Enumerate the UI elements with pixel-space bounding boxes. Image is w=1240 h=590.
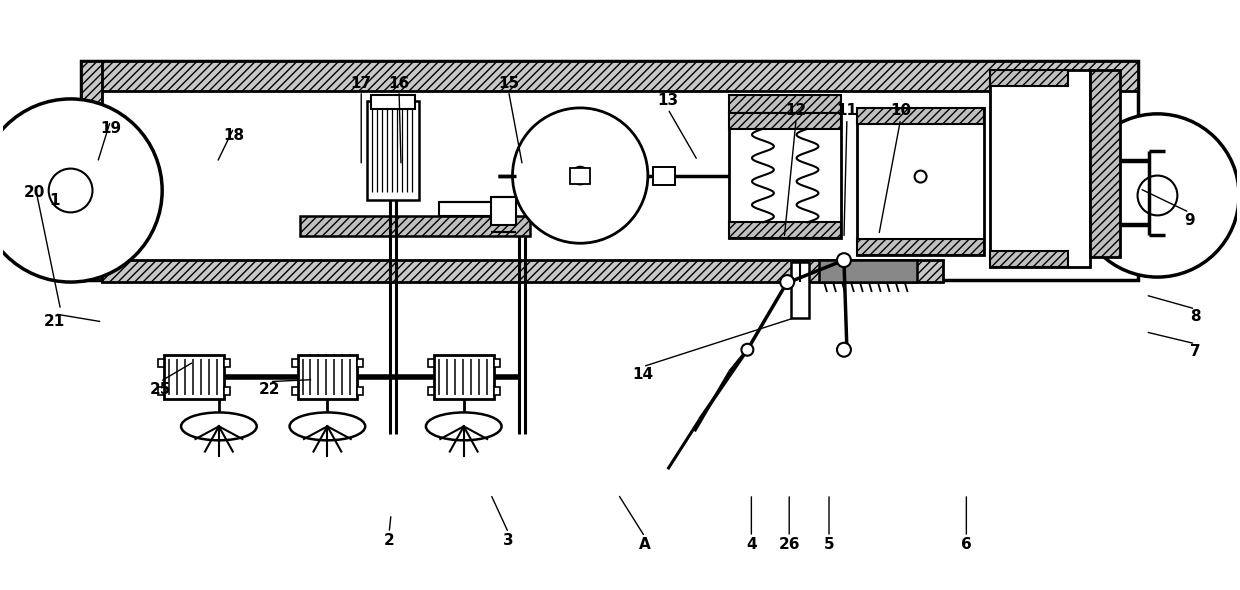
- Text: 21: 21: [45, 314, 66, 329]
- Text: 25: 25: [150, 382, 171, 397]
- Text: 7: 7: [1190, 344, 1200, 359]
- Text: 4: 4: [746, 537, 756, 552]
- Text: 9: 9: [1184, 213, 1194, 228]
- Circle shape: [0, 99, 162, 282]
- Bar: [652, 166, 675, 185]
- Bar: [857, 108, 985, 255]
- Text: 15: 15: [498, 76, 520, 90]
- Text: 17: 17: [351, 76, 372, 90]
- Text: 3: 3: [503, 533, 513, 548]
- Ellipse shape: [290, 412, 366, 440]
- Bar: [81, 61, 1137, 91]
- Bar: [291, 359, 298, 366]
- Bar: [224, 386, 229, 395]
- Text: 13: 13: [657, 93, 678, 109]
- Text: 22: 22: [259, 382, 280, 397]
- Bar: [367, 101, 419, 201]
- Circle shape: [780, 275, 794, 289]
- Bar: [224, 359, 229, 366]
- Bar: [491, 198, 517, 225]
- Bar: [820, 260, 916, 282]
- Text: 26: 26: [779, 537, 800, 552]
- Bar: [494, 386, 500, 395]
- Bar: [439, 202, 503, 217]
- Circle shape: [572, 167, 589, 184]
- Bar: [300, 217, 531, 236]
- Bar: [791, 262, 810, 318]
- Bar: [991, 70, 1090, 267]
- Bar: [1090, 70, 1120, 257]
- Circle shape: [837, 343, 851, 357]
- Bar: [729, 222, 841, 238]
- Text: A: A: [639, 537, 651, 552]
- Bar: [729, 113, 841, 129]
- Bar: [357, 359, 363, 366]
- Bar: [164, 355, 224, 398]
- Bar: [857, 240, 985, 255]
- Text: 11: 11: [837, 103, 857, 119]
- Bar: [291, 386, 298, 395]
- Ellipse shape: [181, 412, 257, 440]
- Text: 12: 12: [786, 103, 807, 119]
- Bar: [103, 260, 944, 282]
- Text: 14: 14: [632, 367, 653, 382]
- Circle shape: [837, 253, 851, 267]
- Text: 8: 8: [1190, 309, 1200, 325]
- Text: 1: 1: [50, 193, 60, 208]
- Circle shape: [915, 171, 926, 182]
- Circle shape: [742, 344, 754, 356]
- Text: 6: 6: [961, 537, 972, 552]
- Text: 2: 2: [383, 533, 394, 548]
- Bar: [298, 355, 357, 398]
- Bar: [159, 386, 164, 395]
- Bar: [570, 168, 590, 183]
- Bar: [434, 355, 494, 398]
- Bar: [991, 251, 1068, 267]
- Text: 16: 16: [388, 76, 409, 90]
- Circle shape: [1076, 114, 1239, 277]
- Bar: [81, 61, 1137, 280]
- Circle shape: [512, 108, 647, 243]
- Text: 18: 18: [223, 128, 244, 143]
- Text: 19: 19: [100, 122, 122, 136]
- Circle shape: [1137, 176, 1177, 215]
- Circle shape: [48, 169, 93, 212]
- Text: 20: 20: [24, 185, 46, 200]
- Bar: [729, 113, 841, 238]
- Bar: [857, 108, 985, 124]
- Bar: [729, 95, 841, 113]
- Bar: [494, 359, 500, 366]
- Bar: [159, 359, 164, 366]
- Bar: [428, 359, 434, 366]
- Bar: [81, 61, 103, 280]
- Bar: [371, 95, 415, 109]
- Text: 10: 10: [890, 103, 911, 119]
- Bar: [991, 70, 1068, 86]
- Bar: [357, 386, 363, 395]
- Bar: [428, 386, 434, 395]
- Ellipse shape: [425, 412, 501, 440]
- Text: 5: 5: [823, 537, 835, 552]
